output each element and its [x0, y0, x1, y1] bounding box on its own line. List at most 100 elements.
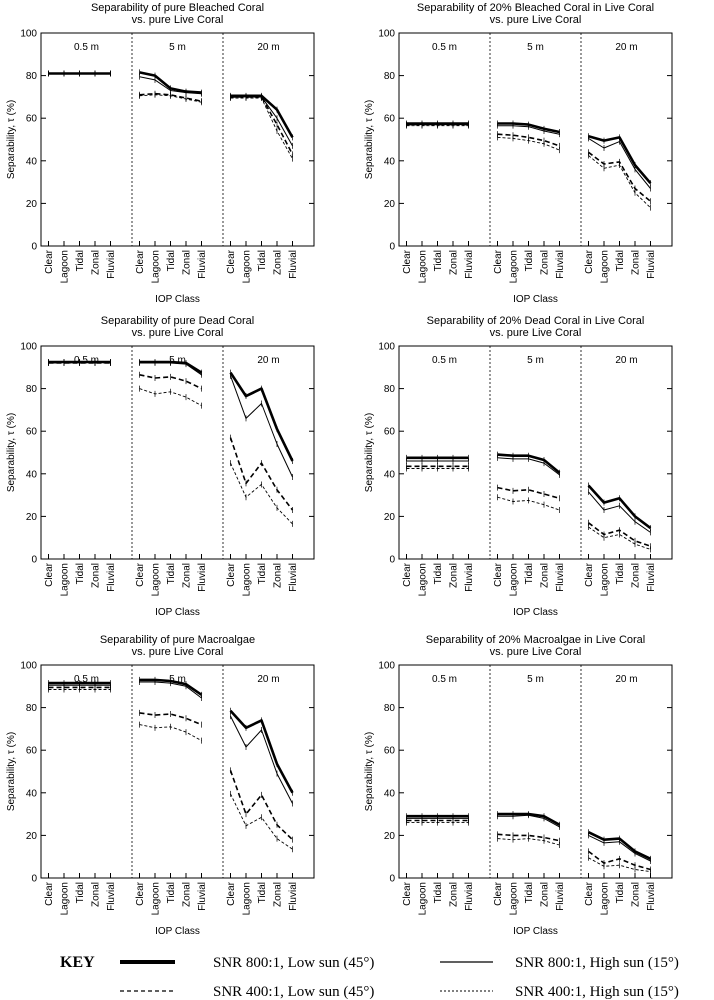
- x-tick-label: Lagoon: [509, 250, 520, 283]
- x-tick-label: Fluvial: [288, 563, 299, 592]
- chart-title-line-2: vs. pure Live Coral: [490, 14, 582, 26]
- chart-title-line-1: Separability of 20% Dead Coral in Live C…: [427, 315, 645, 327]
- y-tick-label: 100: [20, 29, 37, 40]
- x-axis-label: IOP Class: [513, 294, 558, 305]
- x-tick-label: Zonal: [631, 882, 642, 907]
- series-line-s3: [230, 96, 294, 155]
- y-axis-label: Separability, τ (%): [364, 100, 375, 179]
- x-tick-label: Fluvial: [288, 882, 299, 911]
- x-tick-label: Clear: [493, 881, 504, 906]
- y-tick-label: 100: [378, 342, 395, 353]
- x-tick-label: Lagoon: [242, 250, 253, 283]
- x-tick-label: Fluvial: [464, 882, 475, 911]
- segment-label: 5 m: [527, 42, 544, 53]
- x-tick-label: Lagoon: [60, 250, 71, 283]
- x-tick-label: Tidal: [166, 563, 177, 584]
- x-tick-label: Zonal: [273, 563, 284, 588]
- x-axis-label: IOP Class: [513, 926, 558, 937]
- y-axis-label: Separability, τ (%): [6, 413, 17, 492]
- x-tick-label: Zonal: [91, 563, 102, 588]
- y-tick-label: 0: [31, 874, 37, 885]
- x-tick-label: Lagoon: [151, 250, 162, 283]
- x-tick-label: Lagoon: [509, 563, 520, 596]
- series-line-s3: [497, 833, 560, 842]
- segment-label: 20 m: [257, 355, 279, 366]
- segment-label: 0.5 m: [432, 355, 457, 366]
- y-tick-label: 60: [384, 114, 396, 125]
- x-tick-label: Fluvial: [646, 250, 657, 279]
- chart-title-line-2: vs. pure Live Coral: [132, 327, 224, 339]
- x-tick-label: Fluvial: [646, 563, 657, 592]
- y-tick-label: 20: [384, 199, 396, 210]
- x-tick-label: Tidal: [433, 563, 444, 584]
- x-tick-label: Clear: [135, 249, 146, 274]
- x-tick-label: Lagoon: [242, 563, 253, 596]
- x-tick-label: Tidal: [166, 882, 177, 903]
- x-tick-label: Zonal: [540, 250, 551, 275]
- x-tick-label: Tidal: [615, 882, 626, 903]
- x-tick-label: Zonal: [631, 563, 642, 588]
- x-tick-label: Lagoon: [151, 882, 162, 915]
- x-tick-label: Lagoon: [242, 882, 253, 915]
- x-tick-label: Clear: [584, 249, 595, 274]
- x-tick-label: Fluvial: [106, 250, 117, 279]
- series-line-s3: [497, 133, 560, 147]
- chart-title-line-1: Separability of pure Dead Coral: [101, 315, 254, 327]
- x-tick-label: Zonal: [182, 882, 193, 907]
- key-title: KEY: [60, 954, 95, 971]
- segment-label: 0.5 m: [74, 674, 99, 685]
- x-tick-label: Fluvial: [197, 250, 208, 279]
- x-tick-label: Clear: [584, 562, 595, 587]
- x-tick-label: Lagoon: [60, 563, 71, 596]
- segment-label: 20 m: [615, 355, 637, 366]
- x-tick-label: Tidal: [257, 250, 268, 271]
- key-label-s2: SNR 800:1, High sun (15°): [515, 955, 679, 971]
- x-tick-label: Lagoon: [509, 882, 520, 915]
- x-tick-label: Clear: [226, 881, 237, 906]
- x-tick-label: Zonal: [182, 250, 193, 275]
- x-tick-label: Lagoon: [600, 250, 611, 283]
- segment-label: 5 m: [169, 42, 186, 53]
- key-label-s1: SNR 800:1, Low sun (45°): [213, 955, 374, 971]
- y-axis-label: Separability, τ (%): [6, 100, 17, 179]
- chart-title-line-1: Separability of 20% Macroalgae in Live C…: [426, 634, 646, 646]
- x-tick-label: Fluvial: [106, 563, 117, 592]
- y-tick-label: 20: [26, 512, 38, 523]
- x-tick-label: Tidal: [75, 882, 86, 903]
- x-tick-label: Zonal: [273, 250, 284, 275]
- x-tick-label: Clear: [226, 562, 237, 587]
- x-tick-label: Tidal: [615, 563, 626, 584]
- key-label-s4: SNR 400:1, High sun (15°): [515, 984, 679, 1000]
- series-line-s4: [588, 857, 651, 873]
- segment-label: 5 m: [169, 674, 186, 685]
- x-tick-label: Clear: [44, 249, 55, 274]
- x-tick-label: Zonal: [91, 882, 102, 907]
- x-tick-label: Tidal: [433, 250, 444, 271]
- series-line-s3: [497, 486, 560, 500]
- y-tick-label: 20: [26, 831, 38, 842]
- x-tick-label: Clear: [226, 249, 237, 274]
- x-tick-label: Fluvial: [646, 882, 657, 911]
- y-axis-label: Separability, τ (%): [364, 413, 375, 492]
- legend-key: KEY SNR 800:1, Low sun (45°) SNR 800:1, Hi…: [60, 954, 679, 1000]
- chart-title-line-1: Separability of 20% Bleached Coral in Li…: [417, 2, 654, 14]
- y-tick-label: 60: [384, 746, 396, 757]
- x-tick-label: Fluvial: [464, 563, 475, 592]
- x-axis-label: IOP Class: [155, 294, 200, 305]
- x-tick-label: Lagoon: [60, 882, 71, 915]
- x-tick-label: Tidal: [524, 250, 535, 271]
- y-tick-label: 80: [384, 384, 396, 395]
- x-tick-label: Tidal: [524, 882, 535, 903]
- chart-title-line-2: vs. pure Live Coral: [132, 14, 224, 26]
- x-tick-label: Zonal: [449, 563, 460, 588]
- x-tick-label: Fluvial: [197, 563, 208, 592]
- segment-label: 5 m: [169, 355, 186, 366]
- chart-panel-2: Separability of 20% Bleached Coral in Li…: [364, 2, 673, 305]
- y-tick-label: 0: [31, 242, 37, 253]
- x-tick-label: Fluvial: [555, 882, 566, 911]
- chart-title-line-1: Separability of pure Macroalgae: [100, 634, 255, 646]
- x-tick-label: Clear: [402, 249, 413, 274]
